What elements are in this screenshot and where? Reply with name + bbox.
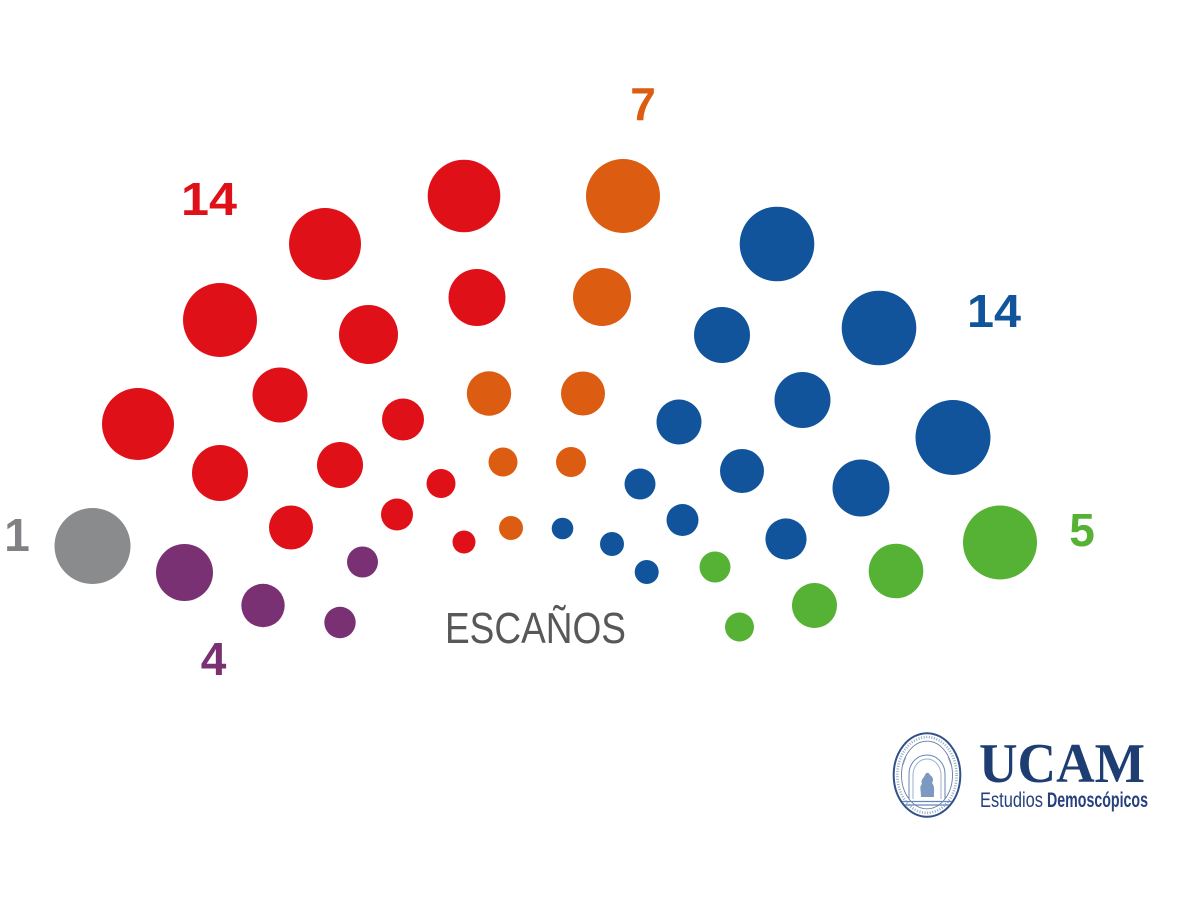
svg-text:4: 4 bbox=[201, 633, 227, 685]
svg-text:1: 1 bbox=[4, 509, 30, 561]
svg-text:Demoscópicos: Demoscópicos bbox=[1047, 789, 1148, 812]
svg-text:5: 5 bbox=[1069, 504, 1095, 556]
svg-text:7: 7 bbox=[630, 78, 656, 130]
svg-text:14: 14 bbox=[181, 173, 237, 225]
svg-text:UCAM: UCAM bbox=[979, 733, 1145, 795]
svg-text:Estudios: Estudios bbox=[980, 789, 1043, 812]
svg-text:ESCAÑOS: ESCAÑOS bbox=[445, 603, 626, 653]
svg-text:14: 14 bbox=[967, 285, 1021, 337]
